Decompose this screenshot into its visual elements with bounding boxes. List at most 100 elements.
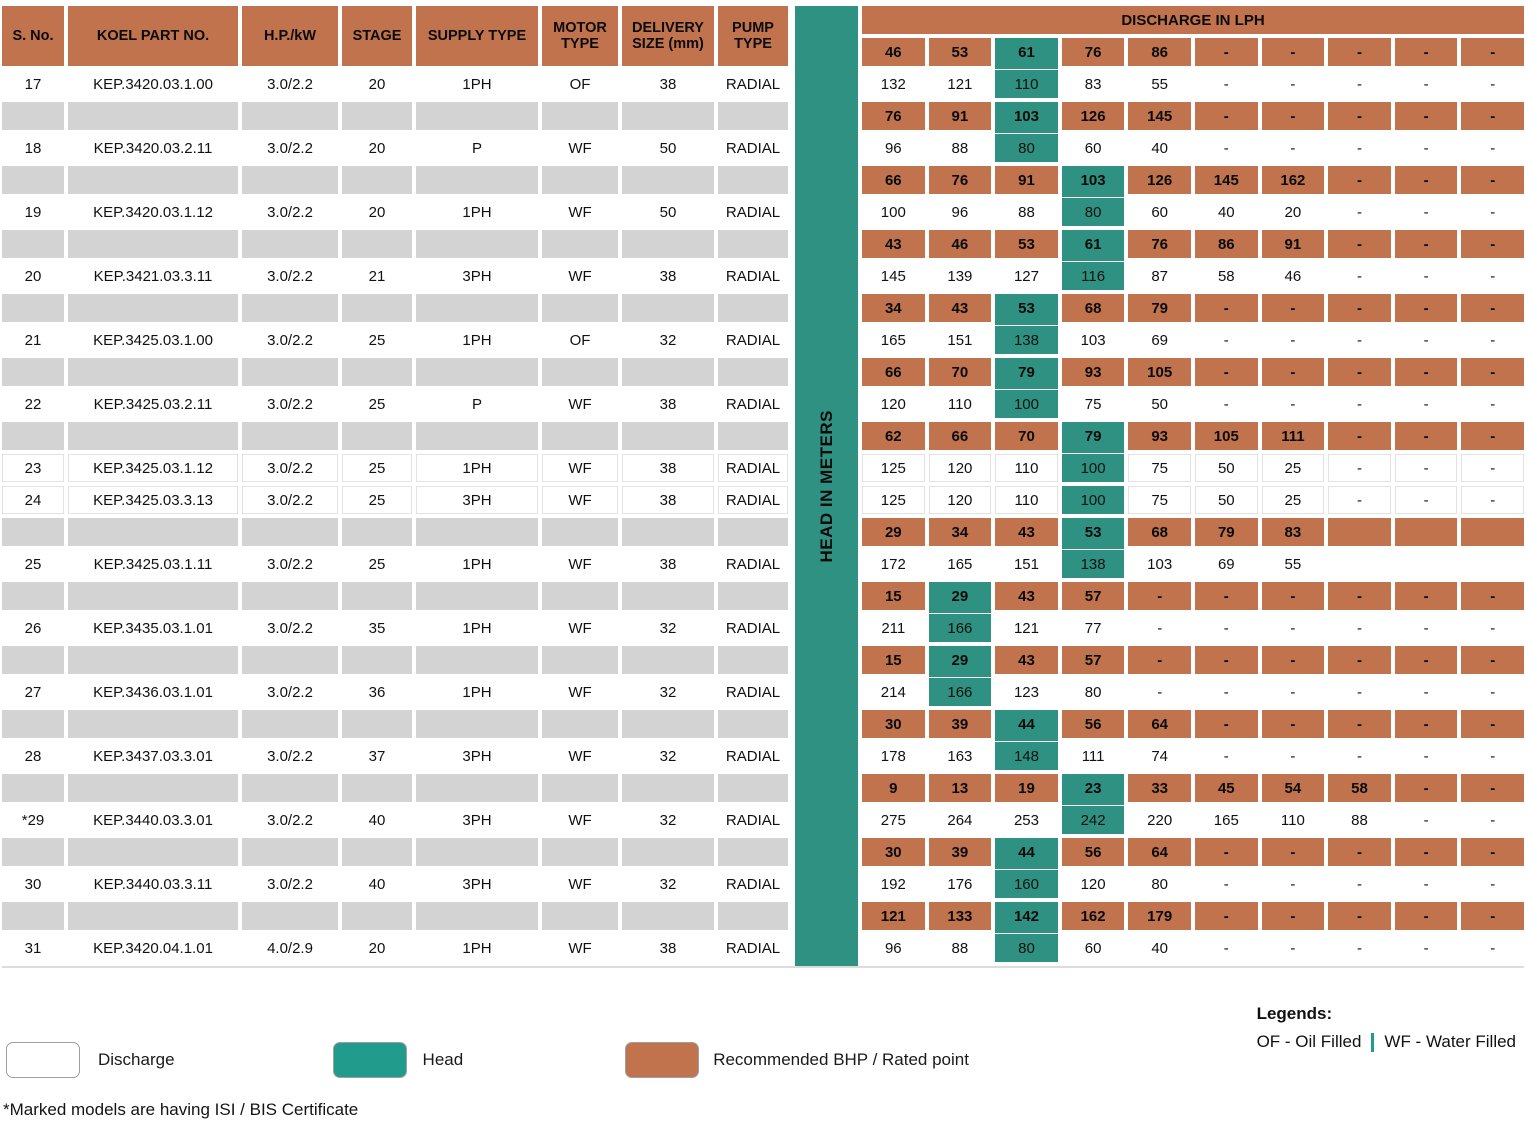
model-delivery-cell: 32 (659, 747, 677, 765)
discharge-value-cell: 77 (1084, 619, 1102, 637)
spacer-cell (242, 646, 338, 674)
head-value-cell (1328, 518, 1391, 546)
head-value-cell: 126 (1061, 102, 1125, 130)
spacer-row (2, 518, 788, 546)
model-part-cell: KEP.3420.03.1.00 (93, 75, 213, 93)
model-row: 24 KEP.3425.03.3.13 3.0/2.2 25 3PH WF 38 RADIAL (2, 486, 788, 514)
head-value-cell: 58 (1328, 774, 1391, 802)
head-value-cell: 86 (1128, 38, 1191, 66)
model-stage-cell: 25 (368, 395, 386, 413)
head-value-cell: - (1461, 646, 1524, 674)
discharge-value-cell: 165 (1213, 811, 1239, 829)
head-value-cell: - (1194, 838, 1258, 866)
model-sno-cell: 17 (24, 75, 42, 93)
abbreviation-line: OF - Oil Filled WF - Water Filled (1257, 1032, 1516, 1052)
head-value-cell: 162 (1061, 902, 1125, 930)
discharge-value-cell: 50 (1195, 454, 1258, 482)
spacer-cell (342, 166, 412, 194)
discharge-value-cell: - (1223, 683, 1229, 701)
discharge-value-cell-rated: 80 (1061, 198, 1125, 226)
spacer-cell (242, 582, 338, 610)
spacer-cell (542, 774, 618, 802)
spacer-cell (622, 902, 714, 930)
model-motor-cell: WF (568, 203, 592, 221)
head-value-cell: 62 (862, 422, 925, 450)
discharge-value-cell: 80 (1084, 683, 1102, 701)
discharge-value-cell: 69 (1217, 555, 1235, 573)
model-table-header: S. No. KOEL PART NO. H.P./kW STAGE SUPPL… (2, 6, 788, 66)
head-row: 121 133 142 162 179- - - - - (862, 902, 1524, 930)
head-value-cell: 66 (928, 422, 992, 450)
model-sno-cell: 19 (24, 203, 42, 221)
model-supply-cell: 1PH (462, 555, 492, 573)
head-value-cell: - (1461, 294, 1524, 322)
discharge-row: 96 88 80 60 40 - - - - - (862, 934, 1524, 962)
head-value-cell: 76 (1061, 38, 1125, 66)
head-value-cell: - (1328, 422, 1391, 450)
model-delivery-cell: 32 (659, 683, 677, 701)
model-hp-cell: 3.0/2.2 (267, 683, 313, 701)
model-part-cell: KEP.3436.03.1.01 (93, 683, 213, 701)
discharge-value-cell: 50 (1195, 486, 1258, 514)
head-value-cell: 19 (995, 774, 1058, 802)
discharge-value-cell: - (1423, 139, 1429, 157)
discharge-value-cell: 214 (880, 683, 906, 701)
discharge-value-cell: 75 (1128, 486, 1191, 514)
model-motor-cell: WF (542, 486, 618, 514)
discharge-value-cell: 40 (1151, 139, 1169, 157)
spacer-cell (242, 710, 338, 738)
oil-filled-abbr: OF - Oil Filled (1256, 1032, 1362, 1051)
spacer-cell (68, 102, 238, 130)
column-header-supply-type: SUPPLY TYPE (416, 6, 538, 66)
spacer-cell (242, 230, 338, 258)
discharge-value-cell: 83 (1084, 75, 1102, 93)
discharge-value-cell: - (1223, 939, 1229, 957)
model-motor-cell: WF (542, 454, 618, 482)
model-pump-cell: RADIAL (725, 75, 781, 93)
spacer-cell (242, 422, 338, 450)
head-value-cell: 43 (995, 646, 1058, 674)
spacer-cell (2, 902, 64, 930)
model-motor-cell: OF (569, 75, 591, 93)
model-part-cell: KEP.3420.03.1.12 (93, 203, 213, 221)
head-row: 62 66 70 79 93 105 111- - - (862, 422, 1524, 450)
head-value-cell: - (1261, 582, 1325, 610)
spacer-cell (68, 518, 238, 546)
head-value-cell: - (1394, 358, 1458, 386)
discharge-value-cell: 275 (880, 811, 906, 829)
model-hp-cell: 3.0/2.2 (267, 875, 313, 893)
head-value-cell: 43 (995, 518, 1058, 546)
spacer-row (2, 358, 788, 386)
spacer-cell (68, 166, 238, 194)
discharge-value-cell: - (1490, 75, 1496, 93)
model-table-rows: 17 KEP.3420.03.1.00 3.0/2.2 20 1PH OF 38 RADIAL… (2, 70, 788, 962)
discharge-row: 125 120 110 100 75 50 25- - - (862, 454, 1524, 482)
head-value-cell: 64 (1128, 838, 1191, 866)
discharge-row: 125 120 110 100 75 50 25- - - (862, 486, 1524, 514)
discharge-value-cell: - (1423, 331, 1429, 349)
model-row: 19 KEP.3420.03.1.12 3.0/2.2 20 1PH WF 50 RADIAL (2, 198, 788, 226)
discharge-value-cell: - (1356, 139, 1362, 157)
spacer-cell (342, 774, 412, 802)
head-value-cell: 15 (862, 646, 925, 674)
spacer-cell (342, 422, 412, 450)
discharge-value-cell: - (1328, 454, 1391, 482)
model-sno-cell: 27 (24, 683, 42, 701)
spacer-cell (416, 102, 538, 130)
head-row: 46 53 61 76 86- - - - - (862, 38, 1524, 66)
head-value-cell: - (1328, 710, 1391, 738)
head-row: 15 29 43 57- - - - - - (862, 646, 1524, 674)
head-value-cell (1394, 518, 1458, 546)
head-value-cell: 91 (1261, 230, 1325, 258)
head-value-cell: - (1194, 902, 1258, 930)
spacer-cell (68, 422, 238, 450)
spacer-cell (622, 582, 714, 610)
head-value-cell: 76 (862, 102, 925, 130)
head-value-cell-rated: 29 (928, 582, 992, 610)
head-value-cell-rated: 23 (1061, 774, 1125, 802)
model-supply-cell: 3PH (462, 267, 492, 285)
head-value-cell: - (1394, 422, 1458, 450)
head-value-cell: - (1328, 646, 1391, 674)
model-hp-cell: 3.0/2.2 (267, 811, 313, 829)
